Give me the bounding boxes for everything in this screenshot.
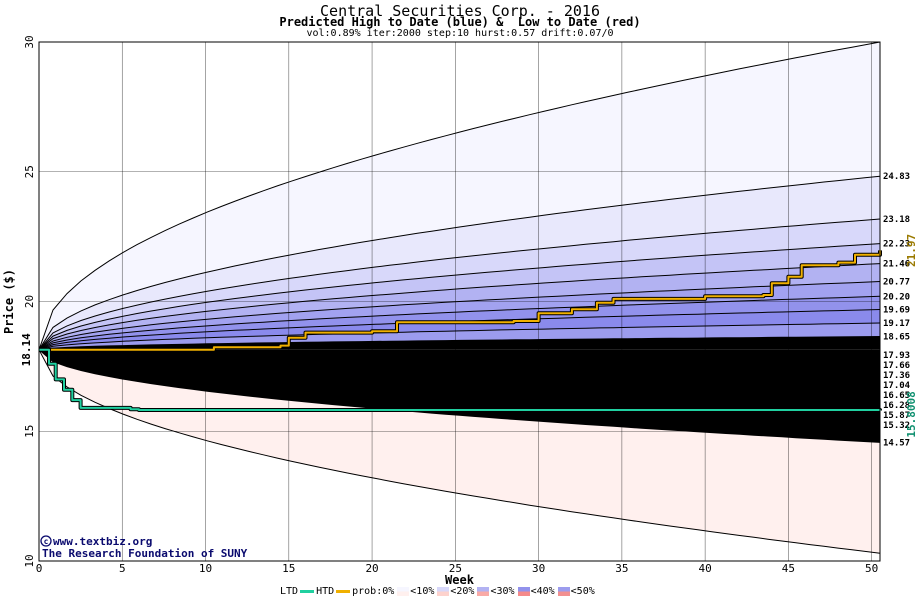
htd-end-label: 21.97 [905,234,918,267]
low-level-label: 15.87 [883,411,910,421]
y-tick-label: 10 [23,554,36,567]
low-percentile-line [38,349,881,371]
legend-bin-label-20: <20% [450,586,475,597]
simulation-params: vol:0.89% iter:2000 step:10 hurst:0.57 d… [306,28,614,39]
y-axis-label: Price ($) [2,269,16,334]
y-tick-label: 30 [23,35,36,48]
copyright-letter: c [44,537,49,546]
x-tick-label: 15 [282,562,295,575]
low-percentile-line [38,349,880,356]
x-tick-label: 45 [782,562,795,575]
chart-title: Central Securities Corp. - 2016 [320,2,600,20]
legend-bin-label-50: <50% [570,586,595,597]
high-percentile-line [38,263,881,351]
x-tick-label: 10 [199,562,212,575]
legend-htd-swatch [336,590,351,593]
legend-bin-label-40: <40% [530,586,555,597]
x-tick-label: 5 [119,562,126,575]
high-prob-band [39,243,880,350]
low-percentile-line [38,349,881,554]
low-percentile-line [38,349,881,363]
high-percentile-line [38,281,881,351]
x-tick-label: 50 [865,562,878,575]
high-prob-band [39,309,880,350]
high-level-label: 18.65 [883,333,910,343]
low-percentile-line [38,349,881,443]
high-prob-band [39,176,880,350]
low-level-label: 16.65 [883,391,910,401]
low-percentile-line [38,349,881,379]
high-percentile-line [38,295,881,351]
legend-bin-swatch-40 [517,587,530,596]
level-labels: 24.83 23.18 22.23 21.46 20.77 20.20 19.69 19.17… [883,172,911,448]
start-price-label: 18.14 [20,333,33,366]
low-level-label: 14.57 [883,438,910,448]
x-tick-label: 35 [615,562,628,575]
high-prob-band [39,296,880,350]
series-lines [39,250,882,412]
legend-ltd-swatch [300,590,315,593]
y-tick-label: 25 [23,165,36,178]
high-percentile-line [38,218,881,351]
legend-bin-swatch-10 [397,587,410,596]
high-prob-band [39,263,880,350]
y-tick-label: 20 [23,295,36,308]
legend-htd-label: HTD [316,586,335,597]
high-percentile-line [38,322,881,351]
high-level-label: 19.17 [883,319,910,329]
high-prob-band [39,219,880,350]
high-level-label: 23.18 [883,215,910,225]
ltd-line [39,348,881,411]
high-percentile-line [38,336,881,351]
high-percentile-line [38,175,881,351]
high-level-label: 19.69 [883,306,910,316]
low-percentile-line [38,349,881,424]
x-tick-label: 40 [699,562,712,575]
plot-frame [38,41,881,562]
low-level-label: 17.93 [883,351,910,361]
high-level-label: 20.77 [883,278,910,288]
legend-bin-swatch-30 [477,587,490,596]
x-tick-label: 0 [36,562,43,575]
legend: LTD HTD prob:0% <10% <20% <30% <40% <50% [280,586,595,597]
legend-bin-label-30: <30% [490,586,515,597]
low-level-label: 17.66 [883,361,910,371]
percentile-lines [38,41,881,554]
htd-line [39,250,881,351]
high-level-label: 24.83 [883,172,910,182]
low-percentile-line [38,349,881,410]
legend-ltd-label: LTD [280,586,299,597]
low-level-label: 15.32 [883,421,910,431]
high-percentile-line [38,243,881,351]
legend-bin-swatch-50 [557,587,570,596]
low-level-label: 17.36 [883,371,910,381]
x-tick-label: 25 [449,562,462,575]
high-level-label: 20.20 [883,292,910,302]
x-tick-label: 20 [365,562,378,575]
x-tick-label: 30 [532,562,545,575]
credit-site: www.textbiz.org [53,535,152,548]
legend-bin-label-10: <10% [410,586,435,597]
legend-bin-swatch-20 [437,587,450,596]
y-tick-label: 15 [23,425,36,438]
copyright-icon [40,535,52,547]
high-percentile-line [38,41,881,350]
high-level-label: 21.46 [883,260,910,270]
high-prob-band [39,42,880,350]
ltd-end-label: 15.8008 [905,391,918,437]
tick-labels: 0 5 10 15 20 25 30 35 40 45 50 10 15 20 25 30 [23,35,878,575]
low-level-label: 16.28 [883,401,910,411]
low-prob-band [39,349,880,443]
high-level-label: 22.23 [883,240,910,250]
low-level-label: 17.04 [883,381,911,391]
credit-org: The Research Foundation of SUNY [42,547,248,560]
chart-subtitle: Predicted High to Date (blue) & Low to D… [279,15,641,29]
x-axis-label: Week [445,573,475,587]
legend-prob-label: prob:0% [352,586,395,597]
low-percentile-line [38,349,881,399]
low-percentile-line [38,349,881,389]
